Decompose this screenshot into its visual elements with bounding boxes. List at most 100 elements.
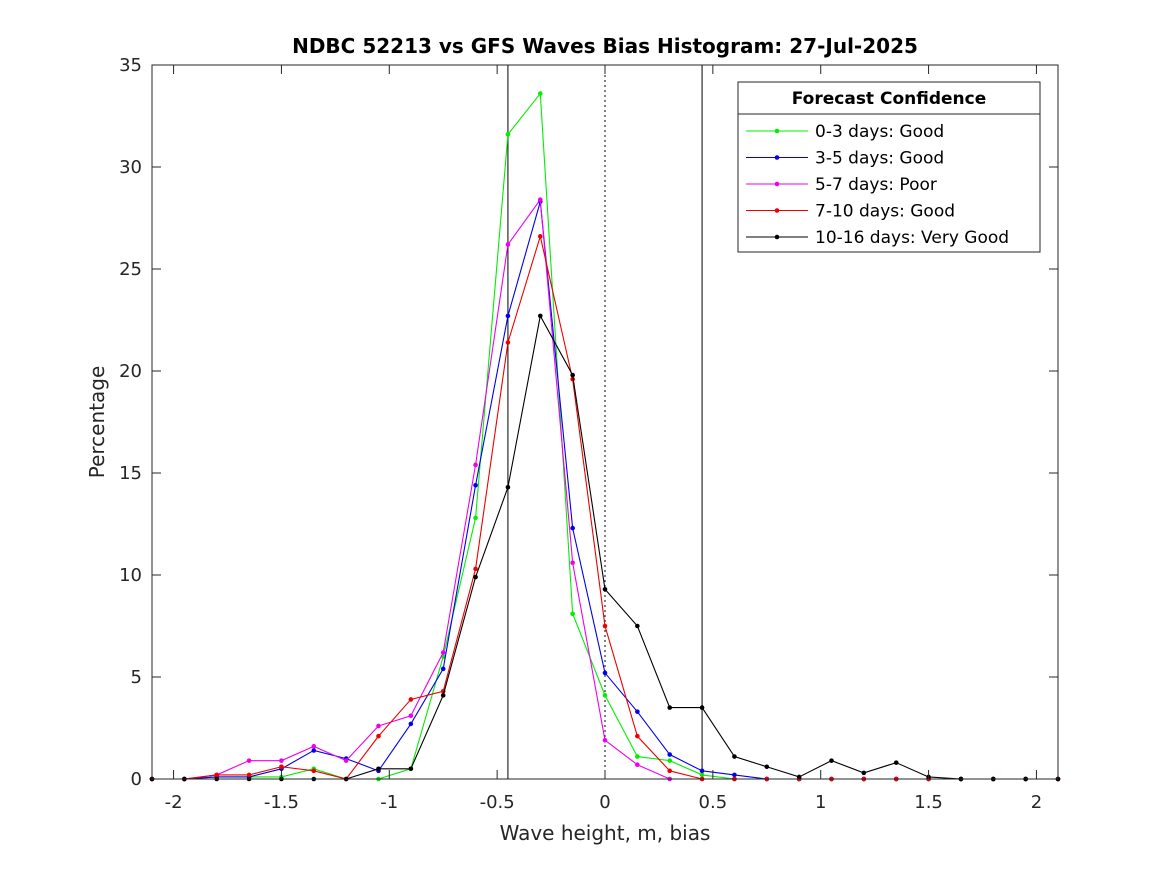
x-axis-label: Wave height, m, bias: [500, 821, 711, 845]
data-point: [376, 733, 381, 739]
data-point: [667, 758, 673, 763]
data-point: [505, 132, 511, 137]
legend-label: 3-5 days: Good: [815, 149, 944, 169]
data-point: [473, 515, 478, 521]
y-tick-label: 30: [119, 157, 142, 178]
legend-entry-4: 7-10 days: Good: [746, 202, 955, 222]
data-point: [602, 670, 608, 676]
x-tick-label: -1: [380, 792, 398, 813]
legend-marker: [774, 155, 780, 160]
data-point: [635, 733, 640, 739]
y-axis-ticks: 0 5 10 15 20 25 30 35: [119, 55, 1058, 790]
data-point: [570, 560, 575, 566]
legend-title: Forecast Confidence: [792, 89, 987, 109]
data-point: [602, 737, 608, 743]
data-point: [408, 721, 414, 727]
data-point: [311, 744, 317, 749]
x-tick-label: 1: [815, 792, 826, 813]
data-point: [408, 766, 414, 772]
data-point: [408, 713, 414, 719]
data-point: [570, 611, 575, 617]
data-point: [505, 340, 511, 345]
legend-marker: [774, 128, 780, 134]
data-point: [635, 709, 640, 714]
legend-entry-1: 0-3 days: Good: [746, 122, 944, 142]
data-point: [279, 764, 284, 770]
y-tick-label: 20: [119, 361, 142, 382]
legend-entry-3: 5-7 days: Poor: [746, 175, 937, 195]
y-axis-label: Percentage: [85, 366, 109, 479]
data-point: [732, 754, 737, 759]
data-point: [667, 752, 673, 757]
data-point: [537, 197, 543, 202]
data-point: [537, 313, 543, 319]
legend-label: 5-7 days: Poor: [815, 175, 937, 195]
data-point: [311, 768, 317, 774]
data-point: [473, 462, 478, 468]
y-tick-label: 35: [119, 55, 142, 76]
legend: Forecast Confidence 0-3 days: Good 3-5 da…: [737, 81, 1041, 253]
data-point: [246, 758, 252, 763]
data-point: [279, 758, 284, 763]
data-point: [505, 313, 511, 319]
data-point: [602, 693, 608, 698]
data-point: [246, 772, 252, 778]
data-point: [376, 766, 381, 772]
reference-lines: [507, 65, 703, 779]
data-point: [667, 705, 673, 710]
legend-marker: [774, 208, 780, 213]
x-tick-label: 2: [1031, 792, 1042, 813]
data-point: [829, 758, 834, 763]
data-point: [570, 372, 575, 378]
data-point: [440, 693, 446, 698]
data-point: [505, 484, 511, 490]
data-point: [473, 574, 478, 580]
data-point: [311, 748, 317, 753]
legend-entry-5: 10-16 days: Very Good: [746, 228, 1009, 248]
x-axis-ticks: -2 -1.5 -1 -0.5 0 0.5 1 1.5 2: [165, 65, 1042, 813]
data-point: [343, 758, 349, 763]
data-point: [473, 482, 478, 488]
data-point: [667, 768, 673, 774]
x-tick-label: 0.5: [699, 792, 728, 813]
x-tick-label: -2: [165, 792, 183, 813]
legend-marker: [774, 234, 780, 240]
legend-label: 7-10 days: Good: [815, 202, 955, 222]
y-tick-label: 0: [131, 769, 142, 790]
data-point: [440, 666, 446, 672]
data-point: [537, 91, 543, 96]
data-point: [796, 774, 802, 780]
y-tick-label: 25: [119, 259, 142, 280]
y-tick-label: 15: [119, 463, 142, 484]
legend-label: 0-3 days: Good: [815, 122, 944, 142]
data-point: [473, 566, 478, 572]
data-point: [635, 754, 640, 759]
legend-entries: 0-3 days: Good 3-5 days: Good 5-7 days: Po…: [746, 122, 1009, 248]
data-point: [440, 650, 446, 655]
y-tick-label: 5: [131, 667, 142, 688]
data-point: [602, 586, 608, 592]
legend-entry-2: 3-5 days: Good: [746, 149, 944, 169]
data-point: [861, 770, 867, 776]
data-point: [376, 723, 381, 729]
data-point: [537, 234, 543, 239]
data-point: [602, 623, 608, 629]
data-point: [893, 760, 899, 765]
x-tick-label: -1.5: [264, 792, 299, 813]
x-tick-label: 0: [599, 792, 610, 813]
data-point: [570, 525, 575, 531]
data-point: [505, 242, 511, 247]
data-point: [635, 623, 640, 629]
legend-label: 10-16 days: Very Good: [815, 228, 1009, 248]
chart-title: NDBC 52213 vs GFS Waves Bias Histogram: …: [292, 34, 918, 58]
data-point: [408, 697, 414, 702]
data-point: [732, 772, 737, 778]
data-point: [635, 762, 640, 768]
y-tick-label: 10: [119, 565, 142, 586]
data-point: [214, 772, 220, 778]
x-tick-label: -0.5: [480, 792, 515, 813]
legend-box: [737, 81, 1041, 253]
data-point: [699, 768, 705, 774]
data-point: [699, 705, 705, 710]
